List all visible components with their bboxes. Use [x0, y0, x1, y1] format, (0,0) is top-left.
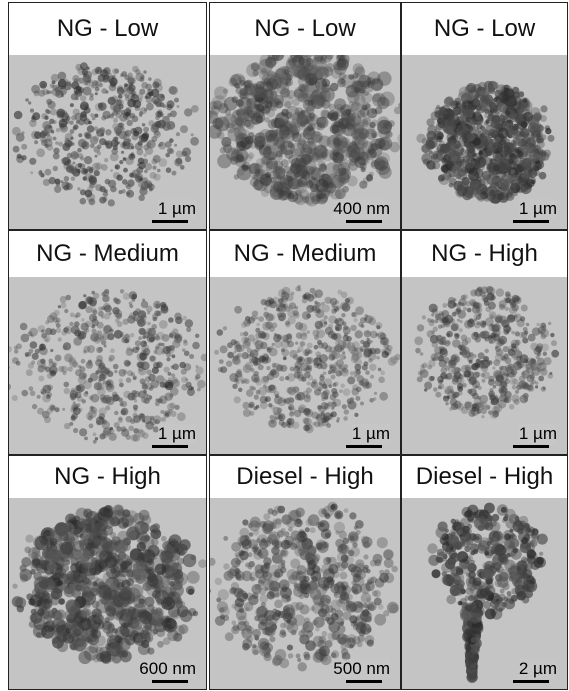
- micrograph: [210, 498, 400, 689]
- scale-label: 1 µm: [157, 199, 196, 219]
- scale-label: 1 µm: [157, 424, 196, 444]
- scale-label: 600 nm: [139, 659, 196, 679]
- micrograph: [210, 55, 400, 229]
- scale-bar: [513, 680, 549, 683]
- panel: NG - High 600 nm: [8, 455, 207, 690]
- scale-label: 500 nm: [333, 659, 390, 679]
- panel-label: NG - Medium: [233, 240, 377, 267]
- scale-bar: [346, 445, 382, 448]
- scale-bar: [152, 220, 188, 223]
- scale-label: 1 µm: [518, 424, 557, 444]
- micrograph: [402, 277, 567, 454]
- panel: NG - Low 400 nm: [209, 2, 401, 230]
- scale-bar: [513, 445, 549, 448]
- panel: NG - Low 1 µm: [401, 2, 568, 230]
- panel: NG - High 1 µm: [401, 230, 568, 455]
- micrograph: [9, 55, 206, 229]
- panel-label: NG - High: [431, 240, 538, 267]
- scale-bar: [152, 680, 188, 683]
- micrograph: [9, 498, 206, 689]
- panel-label: Diesel - High: [236, 463, 374, 490]
- panel: NG - Medium 1 µm: [209, 230, 401, 455]
- scale-bar: [346, 220, 382, 223]
- scale-bar: [513, 220, 549, 223]
- panel-label: NG - Low: [254, 15, 356, 42]
- panel-label: Diesel - High: [415, 463, 554, 490]
- panel: NG - Low 1 µm: [8, 2, 207, 230]
- micrograph: [402, 498, 567, 689]
- panel-label: NG - Low: [56, 15, 159, 42]
- scale-bar: [346, 680, 382, 683]
- scale-label: 400 nm: [333, 199, 390, 219]
- scale-label: 1 µm: [351, 424, 390, 444]
- panel: Diesel - High 2 µm: [401, 455, 568, 690]
- scale-label: 2 µm: [518, 659, 557, 679]
- scale-bar: [152, 445, 188, 448]
- scale-label: 1 µm: [518, 199, 557, 219]
- panel: NG - Medium 1 µm: [8, 230, 207, 455]
- panel-label: NG - Medium: [36, 240, 179, 267]
- panel-label: NG - High: [54, 463, 161, 490]
- panel-label: NG - Low: [433, 15, 536, 42]
- panel: Diesel - High 500 nm: [209, 455, 401, 690]
